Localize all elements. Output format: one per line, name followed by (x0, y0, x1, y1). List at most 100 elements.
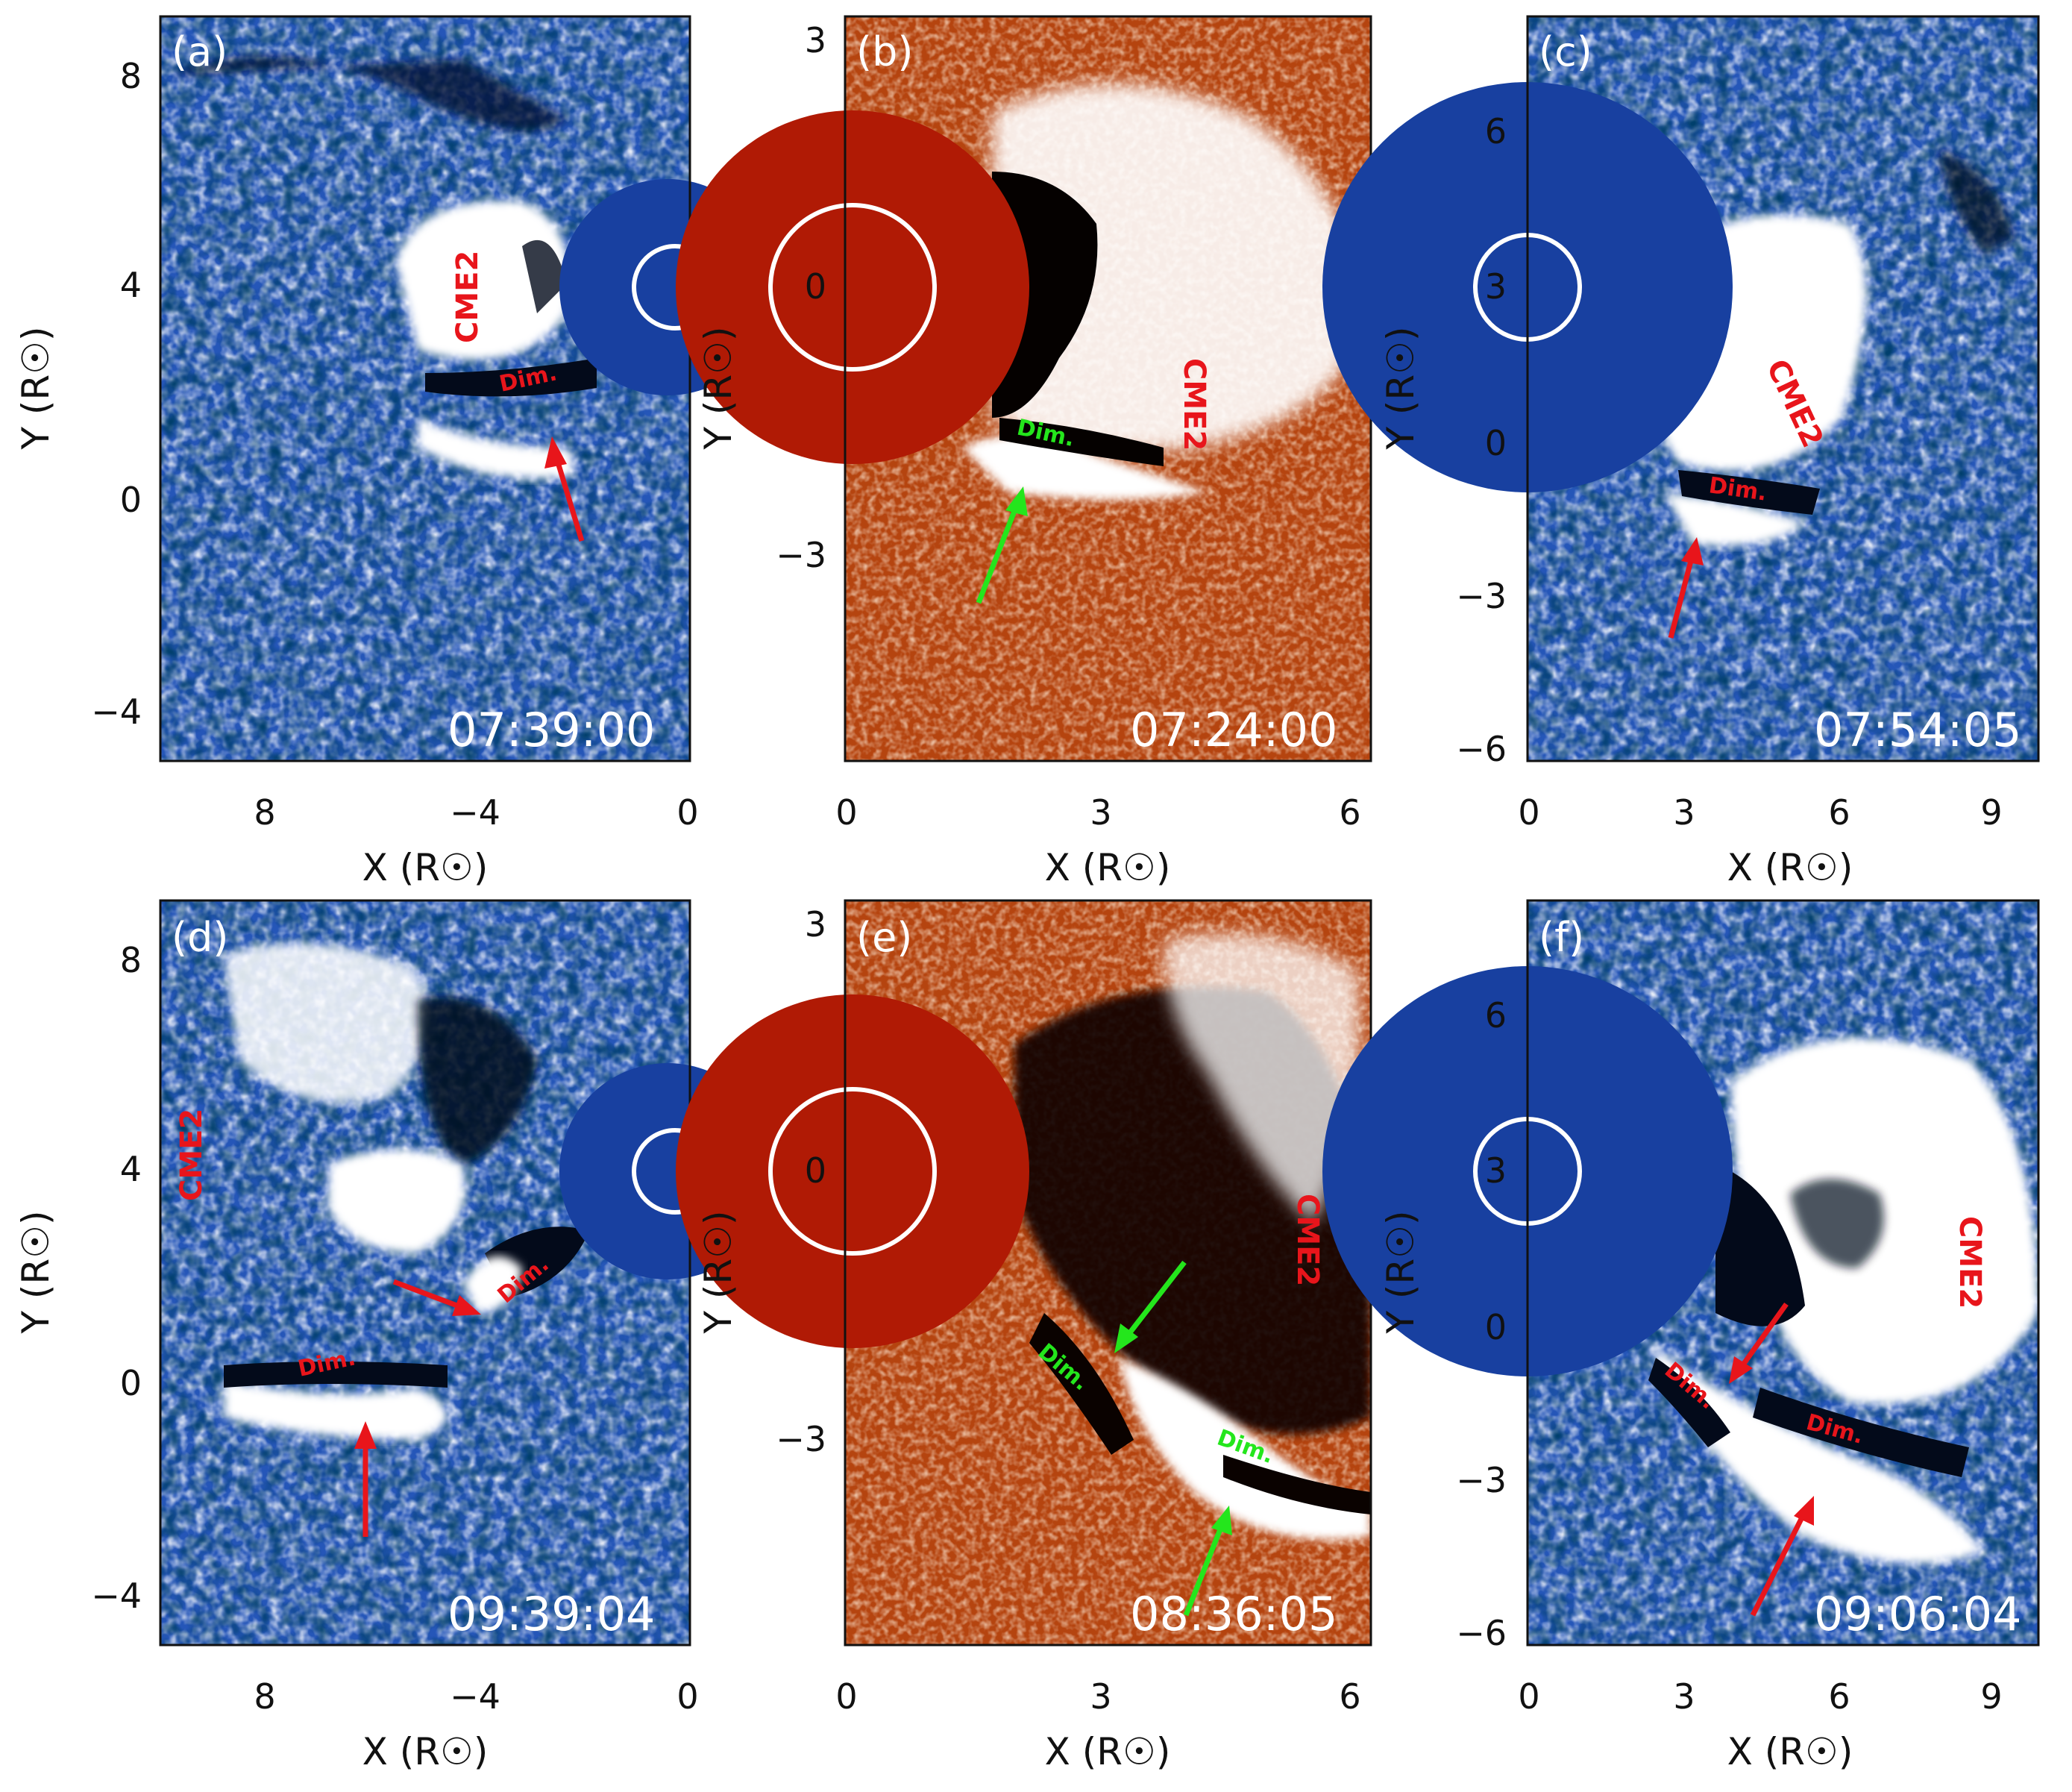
green-arrow (1114, 1260, 1187, 1353)
y-tick-label: 4 (120, 1149, 142, 1189)
panel-b: (b) 07:24:00 CME2 Dim. 3 0 −3 Y (R☉) 0 3… (676, 15, 1372, 889)
x-axis: 0 3 6 X (R☉) (835, 1676, 1360, 1773)
panel-label: (b) (856, 28, 913, 75)
y-axis-title: Y (R☉) (1379, 1210, 1422, 1334)
y-axis-title: Y (R☉) (697, 1210, 740, 1334)
y-axis-title: Y (R☉) (697, 326, 740, 450)
timestamp: 08:36:05 (1130, 1587, 1337, 1641)
y-axis: 8 4 0 −4 Y (R☉) (14, 940, 142, 1616)
y-tick-label: 3 (805, 904, 826, 944)
x-axis: 0 3 6 X (R☉) (835, 792, 1360, 889)
panel-frame (159, 15, 691, 762)
x-axis: 8 −4 0 X (R☉) (254, 1676, 698, 1773)
panel-label: (d) (172, 914, 228, 961)
x-tick-label: 0 (1518, 1676, 1539, 1717)
x-axis: 0 3 6 9 X (R☉) (1518, 1676, 2002, 1773)
y-tick-label: 3 (1485, 1150, 1507, 1191)
y-tick-label: 4 (120, 265, 142, 305)
green-arrow (1183, 1506, 1232, 1617)
green-arrow (976, 486, 1028, 604)
panel-frame (159, 899, 691, 1647)
x-tick-label: 8 (254, 792, 275, 833)
x-tick-label: 0 (676, 792, 698, 833)
x-tick-label: 9 (1980, 792, 2002, 833)
panel-label: (f) (1539, 914, 1584, 961)
panel-frame (1526, 899, 2040, 1647)
panel-d: (d) 09:39:04 CME2 Dim. Dim. 8 4 0 −4 Y (… (14, 899, 776, 1773)
x-tick-label: 0 (835, 792, 857, 833)
y-tick-label: 0 (1485, 423, 1507, 463)
y-tick-label: 0 (805, 1150, 826, 1191)
x-axis: 8 −4 0 X (R☉) (254, 792, 698, 889)
y-tick-label: 3 (1485, 266, 1507, 307)
x-axis-title: X (R☉) (362, 1730, 489, 1773)
y-tick-label: −4 (91, 692, 142, 732)
panel-e: (e) 08:36:05 CME2 Dim. Dim. 3 0 −3 Y (R☉… (676, 899, 1372, 1773)
x-tick-label: 8 (254, 1676, 275, 1717)
x-tick-label: −4 (450, 792, 500, 833)
cme-label: CME2 (450, 251, 485, 343)
y-tick-label: 6 (1485, 995, 1507, 1036)
y-axis: 3 0 −3 Y (R☉) (697, 20, 826, 575)
panel-frame (1526, 15, 2040, 762)
x-tick-label: 3 (1090, 1676, 1111, 1717)
x-tick-label: 0 (835, 1676, 857, 1717)
y-tick-label: −6 (1456, 1613, 1507, 1653)
y-tick-label: −3 (1456, 576, 1507, 616)
y-axis-title: Y (R☉) (14, 1210, 57, 1334)
panel-a: (a) 07:39:00 CME2 Dim. 8 4 0 −4 Y (R☉) 8… (14, 15, 776, 889)
x-tick-label: 0 (676, 1676, 698, 1717)
y-tick-label: −6 (1456, 729, 1507, 769)
y-tick-label: 0 (1485, 1307, 1507, 1347)
panel-label: (c) (1539, 28, 1592, 75)
solar-limb-circle (768, 203, 937, 372)
y-axis: 6 3 0 −3 −6 Y (R☉) (1379, 995, 1507, 1653)
timestamp: 07:39:00 (448, 703, 655, 757)
occulter-disk (676, 994, 1029, 1348)
panel-label: (a) (172, 28, 227, 75)
cme-label: CME2 (1290, 1194, 1325, 1286)
timestamp: 09:06:04 (1814, 1587, 2021, 1641)
occulter-disk (676, 110, 1029, 464)
y-tick-label: 0 (120, 1363, 142, 1403)
x-tick-label: 6 (1828, 792, 1850, 833)
x-axis-title: X (R☉) (1727, 1730, 1853, 1773)
x-tick-label: −4 (450, 1676, 500, 1717)
x-axis-title: X (R☉) (1045, 1730, 1171, 1773)
y-axis: 6 3 0 −3 −6 Y (R☉) (1379, 111, 1507, 769)
x-tick-label: 0 (1518, 792, 1539, 833)
y-axis: 8 4 0 −4 Y (R☉) (14, 56, 142, 732)
red-arrow (354, 1421, 377, 1537)
y-tick-label: −4 (91, 1576, 142, 1616)
y-tick-label: −3 (1456, 1460, 1507, 1500)
panel-label: (e) (856, 914, 912, 961)
panel-f: (f) 09:06:04 CME2 Dim. Dim. 6 3 0 −3 −6 … (1322, 899, 2040, 1773)
y-tick-label: −3 (776, 1419, 826, 1459)
x-tick-label: 6 (1828, 1676, 1850, 1717)
y-tick-label: 0 (120, 480, 142, 520)
cme-label: CME2 (175, 1109, 209, 1201)
panel-c: (c) 07:54:05 CME2 Dim. 6 3 0 −3 −6 Y (R☉… (1322, 15, 2040, 889)
x-tick-label: 3 (1673, 1676, 1695, 1717)
x-tick-label: 3 (1090, 792, 1111, 833)
y-tick-label: −3 (776, 535, 826, 575)
red-arrow (1750, 1496, 1814, 1617)
y-tick-label: 8 (120, 56, 142, 96)
x-axis-title: X (R☉) (1045, 846, 1171, 889)
panel-a-image (160, 16, 690, 761)
x-axis: 0 3 6 9 X (R☉) (1518, 792, 2002, 889)
x-tick-label: 6 (1339, 1676, 1360, 1717)
x-axis-title: X (R☉) (1727, 846, 1853, 889)
y-tick-label: 0 (805, 266, 826, 307)
red-arrow (1729, 1302, 1789, 1384)
y-tick-label: 6 (1485, 111, 1507, 151)
red-arrow (1668, 537, 1704, 639)
x-axis-title: X (R☉) (362, 846, 489, 889)
y-tick-label: 8 (120, 940, 142, 980)
timestamp: 07:24:00 (1130, 703, 1337, 757)
x-tick-label: 3 (1673, 792, 1695, 833)
cme-label: CME2 (1953, 1216, 1987, 1309)
solar-limb-circle (768, 1087, 937, 1256)
y-axis: 3 0 −3 Y (R☉) (697, 904, 826, 1459)
